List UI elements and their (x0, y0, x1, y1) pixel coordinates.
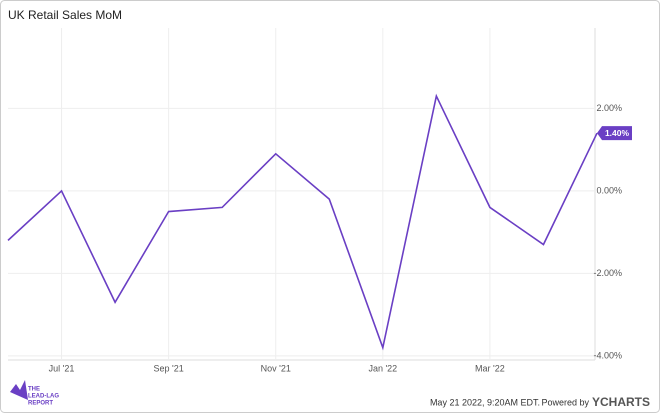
logo-mark (10, 380, 28, 400)
y-tick-label: -4.00% (593, 350, 622, 360)
x-tick-label: Jan '22 (368, 363, 397, 373)
line (7, 93, 598, 351)
logo-text: REPORT (28, 401, 53, 407)
x-tick-label: Jul '21 (49, 363, 75, 373)
logo-text: THE (28, 387, 40, 393)
value-label-box (597, 126, 632, 141)
brand: YCHARTS (592, 395, 650, 409)
y-tick-label: 0.00% (596, 185, 622, 195)
value-label: 1.40% (605, 128, 630, 138)
x-tick-label: Mar '22 (475, 363, 505, 373)
chart-title: UK Retail Sales MoM (8, 8, 122, 22)
y-tick-label: 2.00% (596, 103, 622, 113)
y-tick-label: -2.00% (593, 268, 622, 278)
x-tick-label: Nov '21 (261, 363, 291, 373)
x-tick-label: Sep '21 (154, 363, 184, 373)
powered-by: Powered by (541, 397, 589, 407)
timestamp: May 21 2022, 9:20AM EDT. (430, 397, 540, 407)
logo-text: LEAD-LAG (28, 394, 59, 400)
